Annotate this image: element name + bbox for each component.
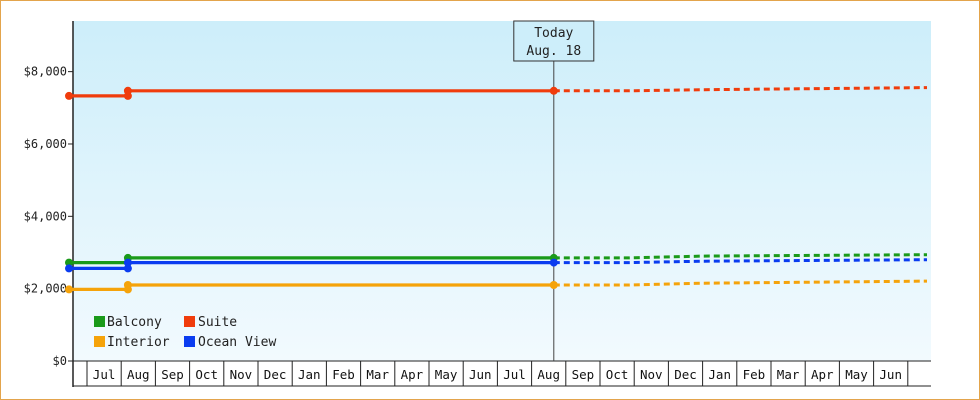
legend-swatch-suite [184, 316, 195, 327]
series-point-suite [65, 91, 73, 100]
x-tick-label: Jan [708, 367, 731, 382]
legend-label-ocean-view: Ocean View [198, 335, 276, 350]
x-tick-label: Dec [674, 367, 697, 382]
y-axis-ticks: $0 $2,000 $4,000 $6,000 $8,000 [24, 65, 73, 368]
x-tick-label: Mar [777, 367, 800, 382]
series-forecast-suite [553, 86, 928, 93]
x-tick-label: Oct [606, 367, 629, 382]
legend-label-balcony: Balcony [107, 315, 162, 330]
today-annotation-box [513, 20, 595, 62]
x-tick-label: Dec [264, 367, 287, 382]
series-point-interior [123, 281, 132, 289]
y-tick-label: $4,000 [24, 209, 67, 223]
series-forecast-interior [553, 279, 928, 287]
plot-background [73, 21, 931, 361]
legend-swatch-balcony [94, 316, 105, 327]
series-lines [65, 86, 928, 294]
x-tick-label: Sep [161, 367, 184, 382]
x-tick-label: Sep [572, 367, 595, 382]
x-tick-label: Jun [469, 367, 492, 382]
series-point-ocean-view [549, 258, 558, 267]
x-tick-label: Nov [230, 367, 253, 382]
x-tick-label: Jun [879, 367, 902, 382]
series-point-interior [65, 285, 73, 294]
series-point-ocean-view [123, 258, 132, 267]
series-point-ocean-view [65, 264, 73, 273]
today-annotation-line1: Today [534, 26, 573, 41]
x-tick-label: Mar [366, 367, 389, 382]
today-annotation-line2: Aug. 18 [526, 44, 581, 59]
x-tick-label: Apr [401, 367, 424, 382]
x-tick-label: Jan [298, 367, 321, 382]
x-tick-label: May [845, 367, 868, 382]
x-tick-label: Feb [332, 367, 355, 382]
x-axis-month-labels: Jul Aug Sep Oct Nov Dec Jan Feb Mar Apr May Jun Jul A… [86, 361, 909, 386]
legend-label-interior: Interior [107, 335, 170, 350]
legend-label-suite: Suite [198, 315, 237, 330]
series-point-ocean-view [123, 264, 132, 273]
x-tick-label: Aug [537, 367, 560, 382]
x-tick-label: Jul [93, 367, 116, 382]
series-point-balcony [65, 258, 73, 267]
series-point-suite [549, 86, 558, 95]
axes [72, 21, 931, 387]
series-forecast-ocean-view [553, 258, 928, 265]
x-tick-label: Aug [127, 367, 150, 382]
series-point-interior [549, 281, 558, 289]
series-forecast-balcony [553, 253, 928, 260]
legend: Balcony Suite Interior Ocean View [94, 315, 276, 350]
legend-swatch-interior [94, 336, 105, 347]
today-marker: Today Aug. 18 [513, 20, 595, 361]
y-tick-label: $2,000 [24, 282, 67, 296]
x-tick-label: Feb [743, 367, 766, 382]
series-point-suite [123, 86, 132, 95]
y-tick-label: $8,000 [24, 65, 67, 79]
x-tick-label: Apr [811, 367, 834, 382]
y-tick-label: $0 [53, 354, 67, 368]
y-tick-label: $6,000 [24, 137, 67, 151]
x-tick-label: May [435, 367, 458, 382]
x-tick-label: Oct [195, 367, 218, 382]
legend-swatch-ocean-view [184, 336, 195, 347]
x-tick-label: Jul [503, 367, 526, 382]
x-tick-label: Nov [640, 367, 663, 382]
